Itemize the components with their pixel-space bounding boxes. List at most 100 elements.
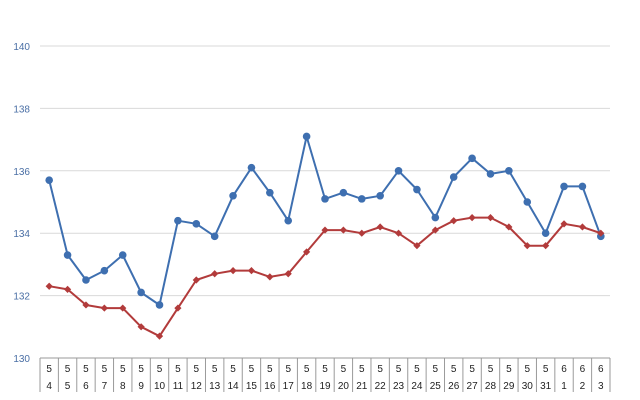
x-tick-month: 5 xyxy=(285,364,291,375)
x-tick-month: 5 xyxy=(65,364,71,375)
x-tick-day: 10 xyxy=(154,381,166,392)
series-2-point xyxy=(413,242,421,250)
series-1-point xyxy=(284,216,293,225)
series-1-point xyxy=(82,276,90,284)
series-2-point xyxy=(119,304,127,312)
x-tick-day: 26 xyxy=(448,381,460,392)
series-1-point xyxy=(541,229,550,237)
series-1-point xyxy=(394,167,403,175)
series-2-point xyxy=(468,214,476,222)
series-2-point xyxy=(63,285,72,293)
series-2-point xyxy=(137,323,145,331)
series-2-point xyxy=(394,229,403,237)
series-1-point xyxy=(339,188,348,197)
series-1-point xyxy=(468,154,476,163)
series-1-point xyxy=(100,266,109,275)
y-tick-label: 130 xyxy=(13,354,30,365)
series-2-point xyxy=(211,270,219,278)
series-1-point xyxy=(321,195,329,203)
x-tick-month: 5 xyxy=(451,364,457,375)
x-tick-day: 11 xyxy=(173,381,184,392)
x-tick-day: 7 xyxy=(102,381,108,392)
series-1-point xyxy=(118,251,127,259)
series-1-point xyxy=(578,182,587,191)
x-tick-month: 6 xyxy=(598,364,604,375)
x-tick-day: 8 xyxy=(120,381,126,392)
series-2-point xyxy=(560,220,568,228)
x-tick-day: 22 xyxy=(375,381,387,392)
series-1-point xyxy=(560,182,568,191)
x-tick-month: 5 xyxy=(469,364,475,375)
x-tick-month: 5 xyxy=(267,364,273,375)
x-tick-month: 5 xyxy=(175,364,181,375)
x-tick-day: 9 xyxy=(138,381,144,392)
x-tick-day: 21 xyxy=(356,381,368,392)
series-1-point xyxy=(413,185,421,194)
series-1-point xyxy=(210,232,219,241)
x-tick-month: 5 xyxy=(341,364,347,375)
series-2-point xyxy=(523,242,531,250)
x-tick-day: 23 xyxy=(393,381,405,392)
x-tick-day: 17 xyxy=(283,381,295,392)
series-1-point xyxy=(155,301,164,309)
x-tick-month: 5 xyxy=(83,364,89,375)
x-tick-day: 16 xyxy=(264,381,276,392)
y-tick-label: 140 xyxy=(13,42,30,53)
series-1-point xyxy=(449,173,458,181)
series-1-point xyxy=(247,163,256,172)
series-2-point xyxy=(266,273,274,281)
x-tick-day: 2 xyxy=(580,381,586,392)
x-tick-day: 3 xyxy=(598,381,604,392)
series-2-point xyxy=(192,276,200,284)
series-1-point xyxy=(376,191,384,200)
series-1-point xyxy=(192,220,201,228)
x-tick-month: 5 xyxy=(249,364,255,375)
series-1 xyxy=(45,132,605,309)
series-2-point xyxy=(174,304,182,312)
series-1-point xyxy=(431,213,440,222)
x-tick-day: 31 xyxy=(540,381,552,392)
x-tick-month: 5 xyxy=(138,364,144,375)
x-tick-day: 14 xyxy=(228,381,240,392)
x-tick-month: 5 xyxy=(377,364,383,375)
series-1-point xyxy=(505,167,513,175)
series-1-line xyxy=(48,135,602,306)
x-tick-month: 5 xyxy=(359,364,365,375)
x-tick-day: 25 xyxy=(430,381,442,392)
x-tick-month: 5 xyxy=(46,364,52,375)
series-1-point xyxy=(523,198,532,206)
x-tick-month: 5 xyxy=(194,364,200,375)
series-2-point xyxy=(505,223,513,231)
x-tick-day: 19 xyxy=(319,381,331,392)
x-tick-day: 6 xyxy=(83,381,89,392)
series-1-point xyxy=(63,251,72,259)
series-1-point xyxy=(174,216,182,225)
x-axis: 5455565758595105115125135145155165175185… xyxy=(39,357,611,392)
x-tick-day: 12 xyxy=(191,381,203,392)
series-2 xyxy=(45,214,605,340)
series-2-point xyxy=(82,301,90,309)
series-1-point xyxy=(137,288,145,297)
series-2-point xyxy=(578,223,587,231)
series-2-point xyxy=(431,226,439,234)
x-tick-month: 5 xyxy=(414,364,420,375)
y-tick-label: 132 xyxy=(13,292,30,303)
x-tick-month: 5 xyxy=(543,364,549,375)
series-2-point xyxy=(542,242,550,250)
x-tick-month: 5 xyxy=(157,364,163,375)
series-1-point xyxy=(45,176,53,184)
x-tick-day: 30 xyxy=(522,381,534,392)
y-tick-label: 134 xyxy=(13,229,30,240)
x-tick-day: 29 xyxy=(503,381,515,392)
series-1-point xyxy=(357,195,366,203)
series-2-point xyxy=(597,229,605,237)
x-tick-day: 4 xyxy=(46,381,52,392)
x-tick-month: 6 xyxy=(561,364,567,375)
x-tick-month: 5 xyxy=(304,364,310,375)
series-1-point xyxy=(486,170,495,178)
x-tick-month: 5 xyxy=(322,364,328,375)
x-tick-month: 5 xyxy=(230,364,236,375)
x-tick-day: 15 xyxy=(246,381,258,392)
x-tick-day: 27 xyxy=(467,381,479,392)
